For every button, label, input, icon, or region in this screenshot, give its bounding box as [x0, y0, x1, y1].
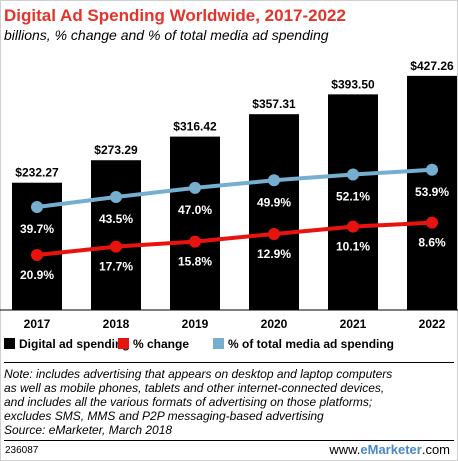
brand-logo: www.eMarketer.com: [329, 442, 450, 457]
x-tick-label: 2020: [261, 317, 288, 331]
pct-change-data-label: 12.9%: [257, 247, 291, 261]
share-of-total-point: [110, 191, 122, 204]
bar-value-label: $232.27: [15, 166, 59, 180]
brand-prefix: www.: [329, 442, 361, 457]
legend-label: % change: [133, 337, 189, 351]
share-of-total-data-label: 53.9%: [415, 185, 449, 199]
pct-change-data-label: 8.6%: [418, 236, 446, 250]
share-of-total-point: [189, 181, 201, 194]
share-of-total-data-label: 39.7%: [20, 222, 54, 236]
bar-value-label: $427.26: [410, 59, 454, 73]
chart-note: Note: includes advertising that appears …: [4, 367, 452, 437]
share-of-total-data-label: 47.0%: [178, 203, 212, 217]
chart-title: Digital Ad Spending Worldwide, 2017-2022: [4, 6, 346, 25]
bar-value-label: $273.29: [94, 143, 138, 157]
share-of-total-point: [268, 174, 280, 187]
pct-change-point: [426, 216, 438, 229]
chart-plot: $232.27 $273.29 $316.42 $357.31 $393.50 $427.…: [0, 59, 458, 351]
pct-change-data-label: 15.8%: [178, 255, 212, 269]
note-line: as well as mobile phones, tablets and ot…: [4, 381, 385, 395]
share-of-total-line: [36, 167, 433, 209]
pct-change-data-label: 10.1%: [336, 240, 370, 254]
share-of-total-data-label: 52.1%: [336, 190, 370, 204]
x-tick-label: 2018: [103, 317, 130, 331]
x-tick-label: 2017: [24, 317, 51, 331]
bar-value-label: $357.31: [252, 97, 296, 111]
x-tick-label: 2022: [419, 317, 446, 331]
source-line: Source: eMarketer, March 2018: [4, 423, 173, 437]
share-of-total-point: [426, 163, 438, 176]
pct-change-line: [36, 220, 433, 257]
chart-id: 236087: [5, 445, 39, 456]
bar-value-label: $393.50: [331, 77, 375, 91]
legend-swatch: [118, 338, 129, 349]
pct-change-point: [110, 240, 122, 253]
bar-digital-ad-spending: [249, 114, 299, 310]
bar-digital-ad-spending: [328, 94, 378, 310]
brand-suffix: .com: [421, 442, 450, 457]
bar-value-label: $316.42: [173, 120, 217, 134]
pct-change-point: [189, 235, 201, 248]
legend-label: % of total media ad spending: [228, 337, 394, 351]
pct-change-data-label: 17.7%: [99, 260, 133, 274]
legend-swatch: [4, 338, 15, 349]
share-of-total-point: [347, 168, 359, 181]
brand-name: eMarketer: [360, 442, 422, 457]
share-of-total-point: [31, 201, 43, 213]
share-of-total-data-label: 43.5%: [99, 212, 133, 226]
pct-change-point: [31, 249, 43, 261]
bar-digital-ad-spending: [407, 75, 457, 311]
note-divider: [4, 362, 454, 363]
legend-label: Digital ad spending: [19, 337, 130, 351]
bar-digital-ad-spending: [91, 160, 141, 310]
note-line: excludes SMS, MMS and P2P messaging-base…: [4, 409, 324, 423]
pct-change-point: [268, 227, 280, 240]
pct-change-data-label: 20.9%: [20, 268, 54, 282]
chart-subtitle: billions, % change and % of total media …: [4, 27, 329, 43]
x-tick-label: 2021: [340, 317, 367, 331]
share-of-total-data-label: 49.9%: [257, 195, 291, 209]
bar-digital-ad-spending: [170, 136, 220, 310]
note-line: and includes all the various formats of …: [4, 395, 373, 409]
x-tick-label: 2019: [182, 317, 209, 331]
note-line: Note: includes advertising that appears …: [4, 367, 393, 381]
pct-change-point: [347, 220, 359, 233]
footer-divider: [4, 440, 454, 441]
legend-swatch: [213, 338, 224, 349]
